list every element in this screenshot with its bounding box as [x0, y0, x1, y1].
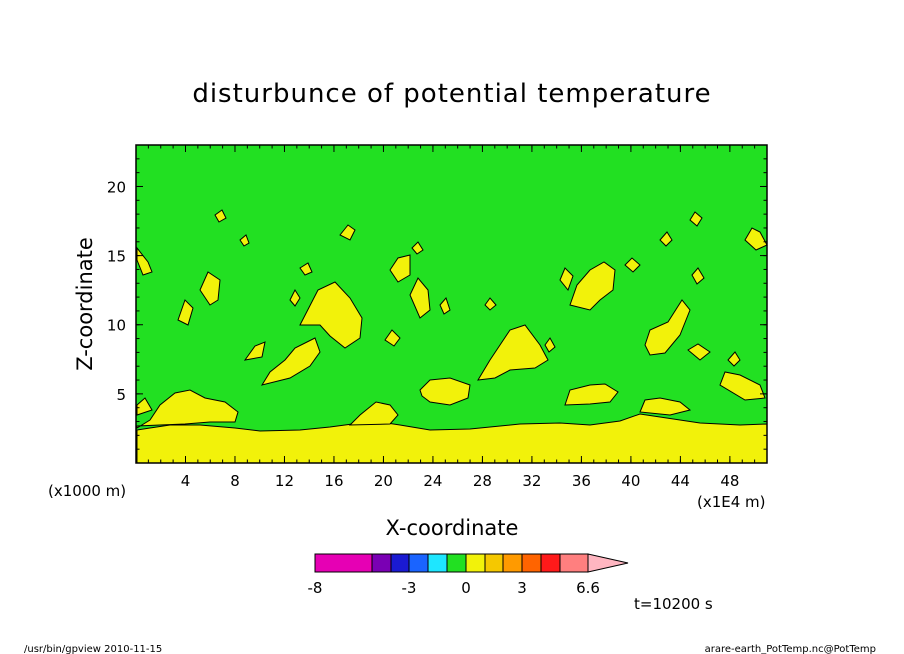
- y-unit-label: (x1000 m): [48, 482, 126, 500]
- y-tick-label: 10: [107, 317, 126, 335]
- colorbar-segment: [408, 553, 429, 573]
- contour-region: [477, 324, 549, 381]
- contour-region: [419, 377, 471, 406]
- contour-region: [744, 227, 768, 251]
- colorbar-segment: [427, 553, 448, 573]
- contour-region: [409, 277, 431, 319]
- contour-region: [411, 241, 424, 255]
- y-tick-label: 5: [116, 386, 126, 404]
- contour-region: [689, 211, 703, 227]
- contour-region: [260, 337, 321, 386]
- contour-region: [389, 254, 411, 283]
- colorbar-segment: [540, 553, 561, 573]
- colorbar-label: -3: [402, 579, 417, 597]
- x-tick-label: 44: [671, 472, 690, 490]
- x-tick-label: 40: [621, 472, 640, 490]
- colorbar-label: 6.6: [576, 579, 600, 597]
- x-unit-label: (x1E4 m): [697, 493, 766, 511]
- contour-region: [136, 246, 153, 276]
- y-axis-label: Z-coordinate: [73, 237, 97, 371]
- contour-region: [177, 299, 194, 326]
- contour-region: [691, 267, 705, 285]
- colorbar-segment: [465, 553, 486, 573]
- contour-region: [384, 329, 401, 347]
- colorbar-segment: [521, 553, 542, 573]
- footer-right: arare-earth_PotTemp.nc@PotTemp: [705, 644, 876, 654]
- colorbar-label: -8: [308, 579, 323, 597]
- y-axis-ticks: 5 10 15 20: [107, 158, 767, 450]
- contour-region: [484, 297, 497, 311]
- contour-region: [299, 281, 363, 349]
- x-tick-label: 24: [423, 472, 442, 490]
- colorbar-arrow: [587, 553, 629, 573]
- contour-region: [199, 271, 221, 306]
- colorbar-segment: [446, 553, 467, 573]
- colorbar-segment: [484, 553, 504, 573]
- contour-region: [659, 231, 673, 247]
- x-tick-label: 32: [522, 472, 541, 490]
- colorbar-segment: [390, 553, 410, 573]
- x-tick-label: 4: [181, 472, 191, 490]
- colorbar-segment: [559, 553, 589, 573]
- contour-region: [544, 337, 556, 353]
- contour-region: [559, 267, 574, 292]
- contour-region: [569, 261, 616, 311]
- contour-region: [243, 341, 266, 361]
- contour-region: [687, 343, 711, 361]
- contour-region: [644, 299, 691, 356]
- x-tick-label: 48: [720, 472, 739, 490]
- time-label: t=10200 s: [634, 595, 713, 613]
- colorbar-label: 3: [517, 579, 527, 597]
- x-tick-label: 12: [275, 472, 294, 490]
- contour-region: [136, 413, 768, 464]
- contour-region: [289, 288, 301, 307]
- y-tick-label: 15: [107, 248, 126, 266]
- contour-region: [719, 371, 766, 401]
- x-tick-label: 8: [230, 472, 240, 490]
- contour-region: [624, 257, 641, 273]
- contour-region: [727, 351, 741, 367]
- x-tick-label: 16: [324, 472, 343, 490]
- plot-frame: [135, 144, 768, 464]
- footer-left: /usr/bin/gpview 2010-11-15: [24, 644, 162, 654]
- contour-region: [136, 397, 153, 416]
- y-tick-label: 20: [107, 178, 126, 196]
- contour-region: [299, 262, 313, 276]
- colorbar-segment: [502, 553, 523, 573]
- x-tick-label: 20: [374, 472, 393, 490]
- x-tick-label: 28: [473, 472, 492, 490]
- colorbar-labels: -8 -3 0 3 6.6: [308, 579, 600, 597]
- contour-region: [348, 401, 399, 426]
- colorbar: [314, 553, 629, 573]
- contour-region: [439, 297, 451, 315]
- contour-region: [564, 383, 619, 406]
- contour-region: [239, 234, 250, 247]
- contour-regions: [136, 209, 768, 464]
- colorbar-segment: [314, 553, 373, 573]
- colorbar-segment: [371, 553, 392, 573]
- x-tick-label: 36: [572, 472, 591, 490]
- contour-region: [339, 224, 356, 241]
- x-axis-ticks: 4 8 12 16 20 24 28 32 36 40 44 48: [147, 145, 756, 490]
- contour-region: [214, 209, 227, 223]
- contour-region: [639, 397, 692, 416]
- x-axis-label: X-coordinate: [386, 516, 519, 540]
- chart-title: disturbunce of potential temperature: [192, 79, 711, 109]
- colorbar-label: 0: [461, 579, 471, 597]
- contour-region: [136, 389, 239, 429]
